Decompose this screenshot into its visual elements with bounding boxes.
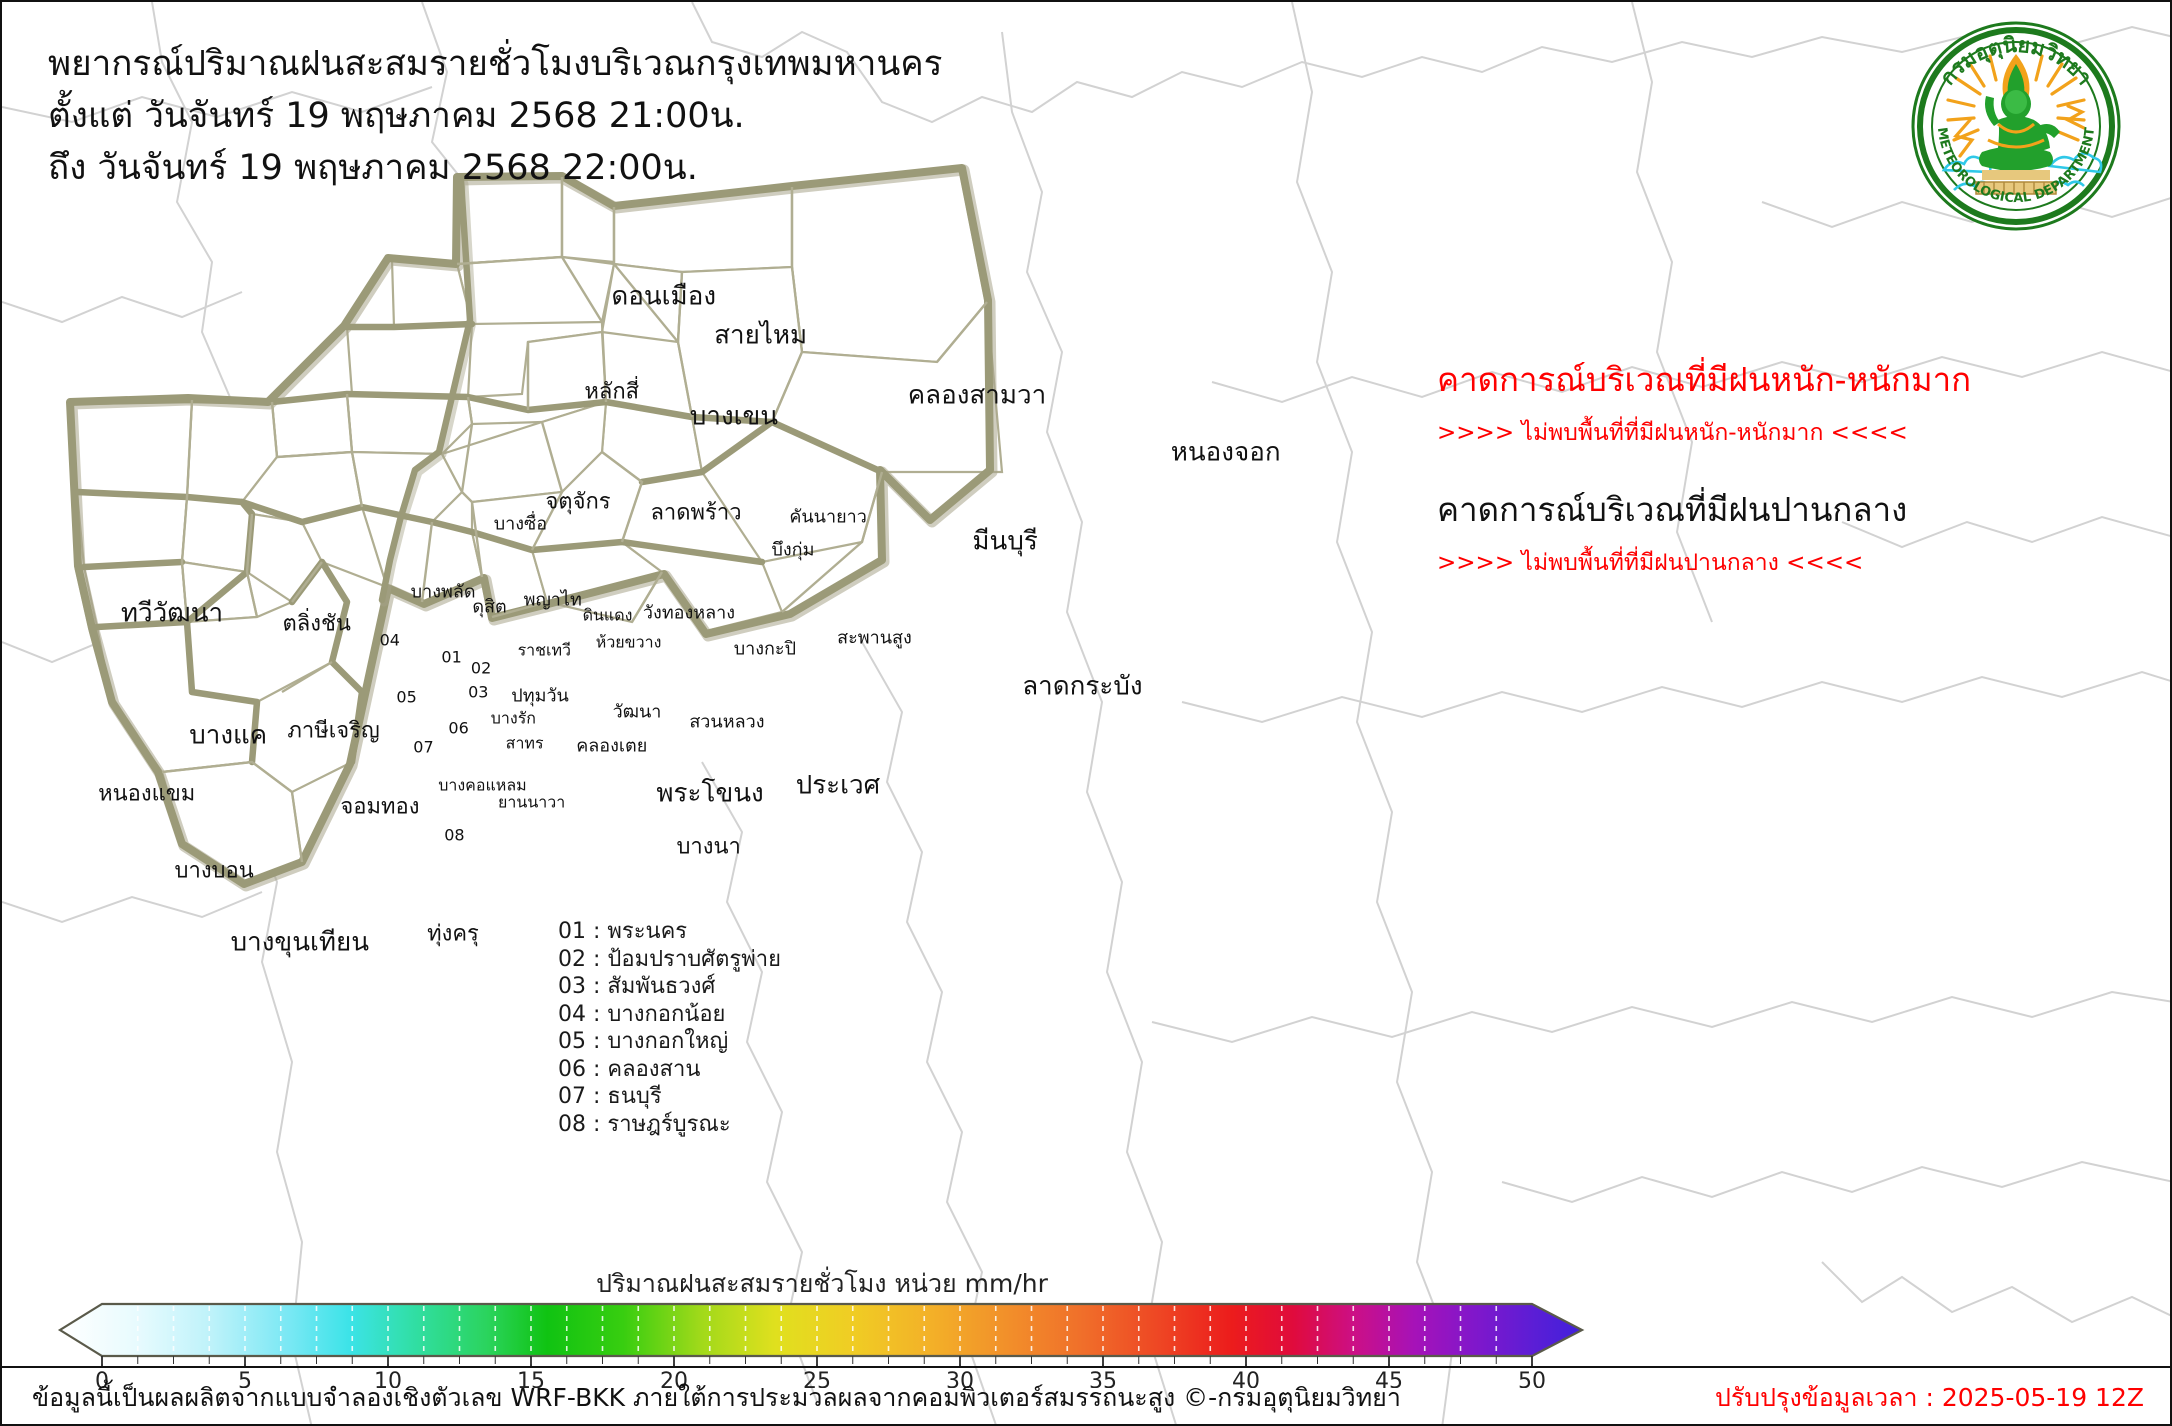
code-legend-row: 05 : บางกอกใหญ่ [558, 1029, 729, 1054]
colorbar-tick-label: 25 [803, 1369, 831, 1388]
district-code-marker: 08 [444, 825, 465, 845]
district-label: ยานนาวา [498, 792, 566, 812]
district-label: ดอนเมือง [611, 281, 717, 312]
colorbar-tick-label: 15 [517, 1369, 545, 1388]
district-label: จอมทอง [340, 794, 420, 820]
district-label: จตุจักร [545, 489, 611, 515]
district-label: ดุสิต [472, 596, 507, 618]
district-code-marker: 06 [448, 718, 469, 738]
district-label: บางแค [189, 720, 268, 751]
district-code-marker: 03 [468, 682, 489, 702]
district-label: ทุ่งครุ [427, 921, 479, 947]
colorbar-tick-label: 50 [1518, 1369, 1546, 1388]
district-label: ลาดพร้าว [650, 500, 742, 526]
district-label: ดินแดง [582, 605, 633, 625]
district-label: บางรัก [490, 708, 536, 727]
colorbar-tick-label: 45 [1375, 1369, 1403, 1388]
district-label: หนองแขม [98, 781, 196, 807]
district-label: คันนายาว [789, 506, 867, 528]
code-legend-row: 04 : บางกอกน้อย [558, 1001, 726, 1027]
district-label: สวนหลวง [689, 711, 765, 733]
code-legend-row: 06 : คลองสาน [558, 1056, 701, 1082]
district-code-marker: 02 [470, 658, 492, 678]
district-label: บางซื่อ [493, 513, 548, 535]
district-label: ลาดกระบัง [1022, 671, 1143, 702]
code-legend-row: 02 : ป้อมปราบศัตรูพ่าย [558, 946, 781, 972]
district-label: ราชเทวี [517, 640, 572, 660]
title-line-2: ตั้งแต่ วันจันทร์ 19 พฤษภาคม 2568 21:00น… [48, 96, 745, 136]
code-legend-row: 07 : ธนบุรี [558, 1084, 662, 1109]
code-legend-row: 01 : พระนคร [558, 919, 688, 944]
tmd-seal-logo: กรมอุตุนิยมวิทยา METEOROLOGICAL DEPARTME… [1911, 21, 2121, 231]
colorbar-tick-label: 0 [95, 1369, 109, 1388]
district-code-marker: 04 [379, 630, 400, 650]
district-label: วัฒนา [612, 701, 662, 723]
district-label: สะพานสูง [837, 627, 912, 649]
district-label: หลักสี่ [584, 379, 640, 405]
district-label: บางคอแหลม [438, 775, 527, 795]
district-code-legend: 01 : พระนคร 02 : ป้อมปราบศัตรูพ่าย 03 : สั… [558, 918, 781, 1138]
colorbar-title: ปริมาณฝนสะสมรายชั่วโมง หน่วย mm/hr [596, 1269, 1048, 1298]
district-label: ปทุมวัน [511, 685, 569, 707]
district-label: บางบอน [174, 858, 254, 884]
district-label: วังทองหลาง [642, 602, 736, 624]
rainfall-alert-legend: คาดการณ์บริเวณที่มีฝนหนัก-หนักมาก >>>> ไ… [1437, 357, 2137, 581]
district-label: สาทร [505, 733, 544, 753]
colorbar-tick-label: 5 [238, 1369, 252, 1388]
colorbar-graphic: 0 5 10 15 20 25 30 35 40 45 50 [57, 1302, 1585, 1388]
district-label: คลองสามวา [907, 380, 1047, 411]
district-code-marker: 05 [396, 687, 417, 707]
code-legend-row: 03 : สัมพันธวงศ์ [558, 974, 716, 999]
footer-bar: ข้อมูลนี้เป็นผลผลิตจากแบบจำลองเชิงตัวเลข… [2, 1366, 2170, 1424]
district-code-marker: 07 [413, 737, 434, 757]
title-line-1: พยากรณ์ปริมาณฝนสะสมรายชั่วโมงบริเวณกรุงเ… [48, 44, 943, 84]
colorbar-tick-label: 10 [374, 1369, 402, 1388]
district-label: บางเขน [689, 401, 779, 432]
district-label: พญาไท [523, 589, 582, 611]
district-label: มีนบุรี [972, 526, 1038, 557]
district-label: ภาษีเจริญ [287, 718, 380, 744]
heavy-rain-heading: คาดการณ์บริเวณที่มีฝนหนัก-หนักมาก [1437, 360, 1972, 399]
district-label: คลองเตย [576, 735, 648, 757]
district-label: หนองจอก [1170, 437, 1281, 468]
moderate-rain-note: >>>> ไม่พบพื้นที่ที่มีฝนปานกลาง <<<< [1437, 550, 1864, 576]
district-code-marker: 01 [441, 647, 462, 667]
map-title-block: พยากรณ์ปริมาณฝนสะสมรายชั่วโมงบริเวณกรุงเ… [48, 38, 942, 194]
title-line-3: ถึง วันจันทร์ 19 พฤษภาคม 2568 22:00น. [48, 148, 698, 188]
district-label: บางนา [676, 834, 741, 860]
colorbar-tick-label: 40 [1232, 1369, 1260, 1388]
footer-source-text: ข้อมูลนี้เป็นผลผลิตจากแบบจำลองเชิงตัวเลข… [32, 1383, 1401, 1412]
colorbar-tick-label: 20 [660, 1369, 688, 1388]
footer-update-time: ปรับปรุงข้อมูลเวลา : 2025-05-19 12Z [1714, 1383, 2144, 1412]
heavy-rain-note: >>>> ไม่พบพื้นที่ที่มีฝนหนัก-หนักมาก <<<… [1437, 420, 1908, 446]
code-legend-row: 08 : ราษฎร์บูรณะ [558, 1111, 731, 1137]
district-label: บางพลัด [410, 581, 476, 603]
district-label: ห้วยขวาง [595, 632, 662, 652]
district-label: บางขุนเทียน [230, 927, 370, 958]
district-label: สายไหม [714, 320, 808, 351]
district-label: ประเวศ [795, 770, 881, 801]
rainfall-colorbar: ปริมาณฝนสะสมรายชั่วโมง หน่วย mm/hr [42, 1269, 1602, 1390]
district-label: บึงกุ่ม [771, 539, 815, 561]
colorbar-tick-label: 30 [946, 1369, 974, 1388]
moderate-rain-heading: คาดการณ์บริเวณที่มีฝนปานกลาง [1437, 490, 1908, 529]
district-label: ทวีวัฒนา [120, 598, 224, 629]
colorbar-tick-label: 35 [1089, 1369, 1117, 1388]
district-label: พระโขนง [656, 778, 764, 809]
district-label: บางกะปิ [733, 638, 797, 660]
district-label: ตลิ่งชัน [282, 611, 351, 637]
